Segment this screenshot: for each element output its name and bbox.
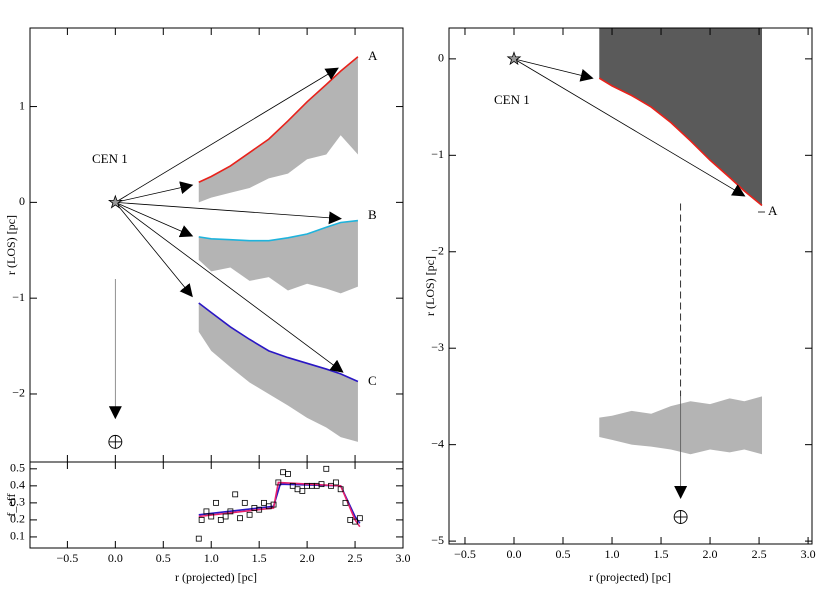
data-point — [198, 517, 205, 523]
y-axis-label: r (LOS) [pc] — [423, 256, 437, 316]
panel: 0.1 0.2 0.3 0.4 0.5 −0.5 0.0 0.5 1.0 1.5 2.0 2.5 3.0… — [4, 28, 411, 584]
x-tick-label: 2.0 — [300, 551, 315, 565]
annotation: B — [368, 207, 377, 222]
shaded-band — [198, 302, 358, 442]
y-tick-label: −2 — [431, 244, 444, 258]
x-tick-label: 1.0 — [204, 551, 219, 565]
data-point — [222, 513, 229, 520]
curve — [198, 219, 359, 242]
data-point — [208, 513, 215, 520]
data-point — [256, 506, 263, 513]
data-point — [323, 465, 330, 472]
data-point — [285, 471, 291, 477]
y-tick-label: −2 — [12, 386, 25, 400]
arrow — [513, 58, 746, 197]
data-point — [270, 501, 277, 508]
x-tick-label: 1.0 — [605, 547, 620, 561]
x-tick-label: 1.5 — [654, 547, 669, 561]
panel: CEN 1 A B C −2 −1 0 1 r (LOS) [pc] — [4, 27, 404, 463]
annotation: C — [368, 373, 377, 388]
source-star — [506, 51, 522, 66]
curve — [598, 77, 763, 207]
x-tick-label: −0.5 — [57, 551, 79, 565]
y-tick-label: 0.2 — [10, 512, 25, 526]
data-point — [261, 499, 267, 506]
x-tick-label: 0.5 — [556, 547, 571, 561]
data-point — [347, 517, 354, 523]
y-tick-label: −1 — [12, 290, 25, 304]
x-tick-label: 2.5 — [348, 551, 363, 565]
annotation: A — [368, 48, 378, 63]
y-tick-label: 0.1 — [10, 529, 25, 543]
y-tick-label: 0.5 — [10, 461, 25, 475]
annotation: A — [768, 203, 778, 218]
arrow — [115, 202, 193, 298]
data-point — [241, 499, 248, 506]
x-tick-label: 0.5 — [156, 551, 171, 565]
y-tick-label: −4 — [431, 436, 444, 450]
x-tick-label: 0.0 — [506, 547, 521, 561]
x-tick-label: −0.5 — [454, 547, 476, 561]
shaded-band — [599, 28, 763, 206]
data-point — [280, 469, 287, 476]
y-axis-label: r (LOS) [pc] — [4, 215, 18, 275]
x-tick-label: 0.0 — [108, 551, 123, 565]
y-tick-label: 0.3 — [10, 495, 25, 509]
data-point — [342, 499, 349, 506]
x-tick-label: 2.0 — [703, 547, 718, 561]
plot-area — [195, 465, 363, 542]
data-point — [232, 491, 239, 498]
y-tick-label: 1 — [19, 98, 25, 112]
y-tick-label: −3 — [431, 340, 444, 354]
data-point — [352, 518, 358, 525]
data-point — [328, 482, 334, 489]
x-tick-label: 1.5 — [252, 551, 267, 565]
data-point — [318, 481, 325, 488]
annotation: CEN 1 — [92, 151, 128, 166]
observer-symbol — [673, 510, 688, 524]
x-axis-label: r (projected) [pc] — [175, 570, 257, 584]
frame — [29, 461, 404, 549]
data-point — [332, 479, 339, 486]
y-tick-label: 0.4 — [10, 478, 25, 492]
data-point — [217, 517, 224, 523]
plot-area — [198, 56, 359, 442]
y-axis-label: f_eff — [4, 493, 18, 516]
data-point — [356, 515, 363, 522]
data-point — [237, 515, 243, 522]
y-tick-label: 0 — [19, 194, 25, 208]
source-star — [107, 194, 123, 209]
data-point — [203, 508, 210, 515]
observer-symbol — [108, 434, 123, 449]
data-point — [289, 482, 296, 489]
arrow — [115, 202, 344, 373]
arrow — [115, 181, 194, 203]
data-point — [337, 486, 344, 493]
shaded-band — [198, 56, 358, 203]
x-tick-label: 2.5 — [752, 547, 767, 561]
arrow — [115, 201, 342, 225]
data-point — [246, 511, 253, 518]
y-tick-label: −5 — [431, 533, 444, 547]
data-point — [294, 486, 301, 493]
data-point — [195, 535, 202, 542]
y-tick-label: −1 — [431, 147, 444, 161]
x-tick-label: 3.0 — [396, 551, 411, 565]
shaded-band — [198, 220, 358, 294]
y-tick-label: 0 — [438, 51, 444, 65]
data-point — [299, 488, 306, 494]
x-tick-label: 3.0 — [801, 547, 816, 561]
annotation: CEN 1 — [494, 92, 530, 107]
arrow — [115, 67, 339, 203]
data-point — [227, 508, 234, 515]
panel: CEN 1 A −5 −4 −3 −2 −1 0 −0.5 0.0 0.5 1.0 1.5 2.0 2.5 3… — [423, 27, 816, 584]
frame — [448, 27, 813, 545]
x-axis-label: r (projected) [pc] — [589, 570, 671, 584]
data-point — [213, 499, 219, 506]
arrow — [115, 201, 194, 238]
data-point — [275, 479, 282, 486]
arrow — [513, 58, 594, 82]
